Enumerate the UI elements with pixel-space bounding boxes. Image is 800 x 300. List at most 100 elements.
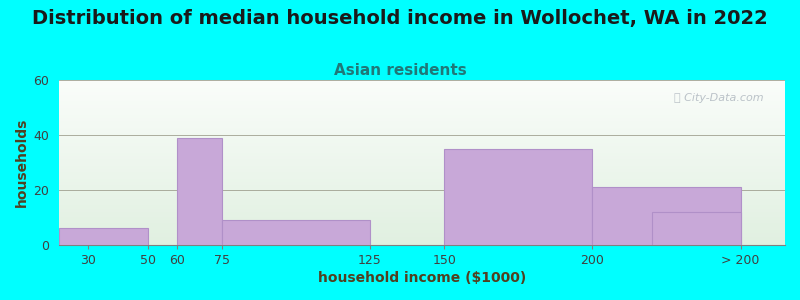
Bar: [58, 141, 785, 142]
Bar: [58, 133, 785, 134]
Bar: [58, 148, 785, 149]
Bar: [58, 159, 785, 161]
Bar: [58, 118, 785, 120]
Bar: [58, 110, 785, 111]
Bar: [58, 184, 785, 185]
Bar: [58, 243, 785, 245]
Bar: [58, 82, 785, 83]
Bar: [58, 115, 785, 116]
Bar: [58, 217, 785, 218]
Bar: [58, 185, 785, 187]
Bar: [58, 232, 785, 233]
Bar: [58, 105, 785, 106]
Bar: [58, 151, 785, 152]
Bar: [58, 154, 785, 156]
Bar: [58, 218, 785, 220]
Bar: [222, 220, 370, 245]
Bar: [58, 134, 785, 136]
Bar: [58, 227, 785, 228]
Bar: [58, 164, 785, 166]
Bar: [58, 230, 785, 232]
Bar: [58, 172, 785, 174]
Bar: [58, 181, 785, 182]
Bar: [58, 212, 785, 214]
Bar: [58, 194, 785, 195]
Bar: [592, 187, 741, 245]
Bar: [58, 238, 785, 240]
Bar: [58, 210, 785, 212]
Bar: [58, 233, 785, 235]
Bar: [58, 113, 785, 115]
Bar: [58, 142, 785, 144]
Bar: [58, 224, 785, 225]
Bar: [58, 121, 785, 123]
Bar: [58, 103, 785, 105]
Text: Distribution of median household income in Wollochet, WA in 2022: Distribution of median household income …: [32, 9, 768, 28]
Bar: [58, 97, 785, 98]
Bar: [58, 152, 785, 154]
X-axis label: household income ($1000): household income ($1000): [318, 271, 526, 285]
Bar: [58, 116, 785, 118]
Bar: [58, 158, 785, 159]
Bar: [58, 235, 785, 237]
Bar: [58, 171, 785, 172]
Bar: [58, 225, 785, 227]
Bar: [58, 111, 785, 113]
Text: ⓘ City-Data.com: ⓘ City-Data.com: [674, 93, 763, 103]
Bar: [58, 202, 785, 204]
Bar: [58, 106, 785, 108]
Bar: [58, 228, 148, 245]
Bar: [58, 80, 785, 82]
Bar: [58, 190, 785, 192]
Bar: [58, 197, 785, 199]
Text: Asian residents: Asian residents: [334, 63, 466, 78]
Bar: [58, 174, 785, 176]
Bar: [58, 88, 785, 90]
Bar: [58, 200, 785, 202]
Bar: [58, 129, 785, 131]
Bar: [58, 240, 785, 242]
Bar: [58, 131, 785, 133]
Bar: [58, 90, 785, 92]
Bar: [58, 182, 785, 184]
Bar: [58, 139, 785, 141]
Bar: [58, 179, 785, 181]
Bar: [58, 136, 785, 138]
Bar: [58, 146, 785, 148]
Bar: [58, 138, 785, 139]
Bar: [58, 85, 785, 87]
Bar: [58, 162, 785, 164]
Bar: [58, 208, 785, 210]
Bar: [58, 101, 785, 103]
Bar: [58, 149, 785, 151]
Bar: [58, 189, 785, 190]
Bar: [58, 222, 785, 224]
Bar: [58, 92, 785, 93]
Bar: [58, 108, 785, 110]
Bar: [58, 187, 785, 189]
Bar: [58, 156, 785, 158]
Bar: [58, 199, 785, 200]
Bar: [58, 126, 785, 128]
Bar: [58, 83, 785, 85]
Bar: [58, 228, 785, 230]
Bar: [58, 120, 785, 121]
Bar: [444, 149, 592, 245]
Bar: [58, 98, 785, 100]
Bar: [58, 242, 785, 243]
Bar: [58, 177, 785, 179]
Bar: [58, 214, 785, 215]
Bar: [58, 176, 785, 177]
Bar: [58, 123, 785, 124]
Bar: [58, 220, 785, 222]
Bar: [58, 215, 785, 217]
Bar: [58, 166, 785, 167]
Bar: [58, 124, 785, 126]
Bar: [58, 207, 785, 208]
Bar: [58, 144, 785, 146]
Bar: [58, 100, 785, 101]
Bar: [652, 212, 741, 245]
Bar: [58, 167, 785, 169]
Bar: [58, 128, 785, 129]
Bar: [58, 169, 785, 171]
